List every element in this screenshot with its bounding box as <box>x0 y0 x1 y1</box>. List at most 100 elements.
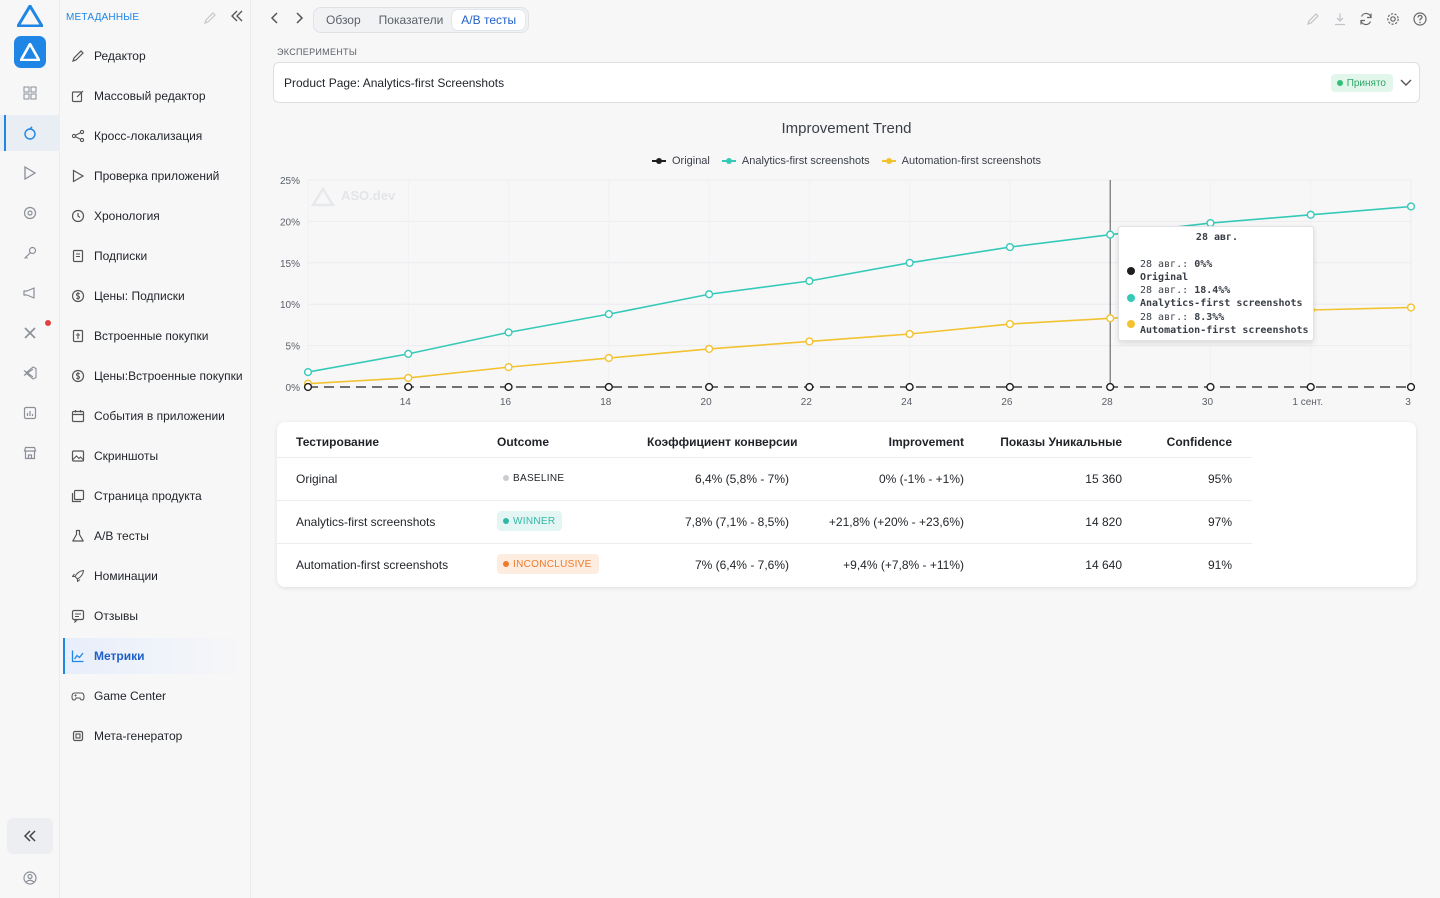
table-row[interactable]: Automation-first screenshots INCONCLUSIVE… <box>277 543 1252 586</box>
download-icon[interactable] <box>1333 12 1347 26</box>
data-point <box>805 382 814 392</box>
app-logo-icon[interactable] <box>14 36 46 68</box>
outcome-dot <box>503 561 509 567</box>
store-icon[interactable] <box>0 435 60 471</box>
legend-label-automation: Automation-first screenshots <box>901 155 1042 167</box>
sidebar-item[interactable]: Проверка приложений <box>63 158 245 194</box>
chevron-down-icon[interactable] <box>1399 75 1413 89</box>
sidebar-item[interactable]: Метрики <box>63 638 245 674</box>
top-bar: Обзор Показатели A/B тесты <box>251 0 1440 40</box>
back-arrow-icon[interactable] <box>269 11 281 25</box>
sidebar-item[interactable]: Хронология <box>63 198 245 234</box>
series-line-analytics-first-screenshots <box>307 205 1412 373</box>
edit-icon[interactable] <box>1306 12 1320 26</box>
sidebar-item[interactable]: Номинации <box>63 558 245 594</box>
data-point <box>905 329 914 339</box>
sidebar-item-label: Хронология <box>94 209 160 223</box>
metadata-sidebar: МЕТАДАННЫЕ Редактор Массовый редактор Крос… <box>60 0 251 898</box>
user-account-icon[interactable] <box>0 860 60 896</box>
sidebar-item[interactable]: Подписки <box>63 238 245 274</box>
sidebar-item[interactable]: Game Center <box>63 678 245 714</box>
data-point <box>1306 382 1315 392</box>
y-tick-label: 20% <box>280 217 300 228</box>
collapse-sidebar-icon[interactable] <box>230 9 244 23</box>
col-header-outcome: Outcome <box>497 435 550 449</box>
table-row[interactable]: Analytics-first screenshots WINNER 7,8% (7… <box>277 500 1252 543</box>
legend-item-original[interactable]: Original <box>651 155 710 167</box>
sidebar-item-label: Цены: Подписки <box>94 289 185 303</box>
settings-gear-icon[interactable] <box>1386 12 1400 26</box>
outcome-label: BASELINE <box>513 472 565 484</box>
col-header-improvement: Improvement <box>888 435 964 449</box>
view-tabs: Обзор Показатели A/B тесты <box>313 7 530 33</box>
sidebar-item-label: Кросс-локализация <box>94 129 203 143</box>
sidebar-item-label: Массовый редактор <box>94 89 206 103</box>
dollar-icon <box>70 288 86 304</box>
sidebar-item[interactable]: Отзывы <box>63 598 245 634</box>
table-row[interactable]: Original BASELINE 6,4% (5,8% - 7%) 0% (-1% … <box>277 457 1252 500</box>
megaphone-icon[interactable] <box>0 275 60 311</box>
experiment-select-value: Product Page: Analytics-first Screenshot… <box>284 76 505 90</box>
data-point <box>1406 382 1416 392</box>
sidebar-item[interactable]: A/B тесты <box>63 518 245 554</box>
vscode-icon[interactable] <box>0 355 60 391</box>
outcome-label: WINNER <box>513 515 556 527</box>
help-icon[interactable] <box>1413 12 1427 26</box>
target-icon[interactable] <box>0 195 60 231</box>
tab-ab-tests[interactable]: A/B тесты <box>452 10 526 30</box>
tooltip-value: 18.4%% <box>1194 285 1231 296</box>
edit-square-icon <box>70 88 86 104</box>
outcome-badge: INCONCLUSIVE <box>497 554 599 574</box>
history-icon <box>70 208 86 224</box>
report-icon[interactable] <box>0 395 60 431</box>
sidebar-item[interactable]: Встроенные покупки <box>63 318 245 354</box>
data-point <box>1306 210 1315 219</box>
data-point <box>404 373 413 382</box>
x-tick-label: 3 <box>1405 397 1411 408</box>
sidebar-item[interactable]: События в приложении <box>63 398 245 434</box>
sidebar-item-label: Скриншоты <box>94 449 159 463</box>
sidebar-item[interactable]: Страница продукта <box>63 478 245 514</box>
status-dot <box>1336 80 1343 86</box>
data-point <box>1406 303 1416 312</box>
sidebar-item[interactable]: Скриншоты <box>63 438 245 474</box>
chart-icon <box>70 648 86 664</box>
status-badge: Принято <box>1330 74 1393 92</box>
data-point <box>1406 202 1416 211</box>
notification-dot <box>45 320 51 326</box>
brand-logo-icon[interactable] <box>17 5 43 27</box>
data-point <box>704 290 714 299</box>
google-play-icon[interactable] <box>0 155 60 191</box>
apple-icon[interactable] <box>0 115 60 151</box>
tooltip-value: 8.3%% <box>1194 312 1225 323</box>
y-tick-label: 0% <box>286 383 301 394</box>
sidebar-item[interactable]: Редактор <box>63 38 245 74</box>
legend-item-automation[interactable]: Automation-first screenshots <box>881 155 1042 167</box>
sidebar-item-label: Game Center <box>94 689 167 703</box>
tab-overview[interactable]: Обзор <box>326 13 361 27</box>
collapse-rail-button[interactable] <box>7 818 53 854</box>
purchase-icon <box>70 328 86 344</box>
sidebar-item[interactable]: Цены: Подписки <box>63 278 245 314</box>
sidebar-item[interactable]: Мета-генератор <box>63 718 245 754</box>
refresh-icon[interactable] <box>1359 12 1373 26</box>
tab-metrics[interactable]: Показатели <box>378 13 444 27</box>
tools-icon[interactable] <box>0 315 60 351</box>
tooltip-row-original: 28 авг.: 0%% Original <box>1140 258 1212 284</box>
y-tick-label: 5% <box>286 342 301 353</box>
tooltip-series: Original <box>1140 272 1189 283</box>
cell-improvement: +21,8% (+20% - +23,6%) <box>828 515 964 529</box>
sidebar-item[interactable]: Цены:Встроенные покупки <box>63 358 245 394</box>
sidebar-item[interactable]: Массовый редактор <box>63 78 245 114</box>
forward-arrow-icon[interactable] <box>293 11 305 25</box>
legend-item-analytics[interactable]: Analytics-first screenshots <box>721 155 870 167</box>
dashboard-icon[interactable] <box>0 75 60 111</box>
legend-label-analytics: Analytics-first screenshots <box>741 155 870 167</box>
sidebar-item-label: Подписки <box>94 249 148 263</box>
data-point <box>704 382 714 392</box>
legend-swatch-analytics <box>721 156 736 166</box>
experiment-select[interactable]: Product Page: Analytics-first Screenshot… <box>273 62 1420 103</box>
sidebar-item[interactable]: Кросс-локализация <box>63 118 245 154</box>
key-icon[interactable] <box>0 235 60 271</box>
cell-test-name: Analytics-first screenshots <box>296 515 436 529</box>
